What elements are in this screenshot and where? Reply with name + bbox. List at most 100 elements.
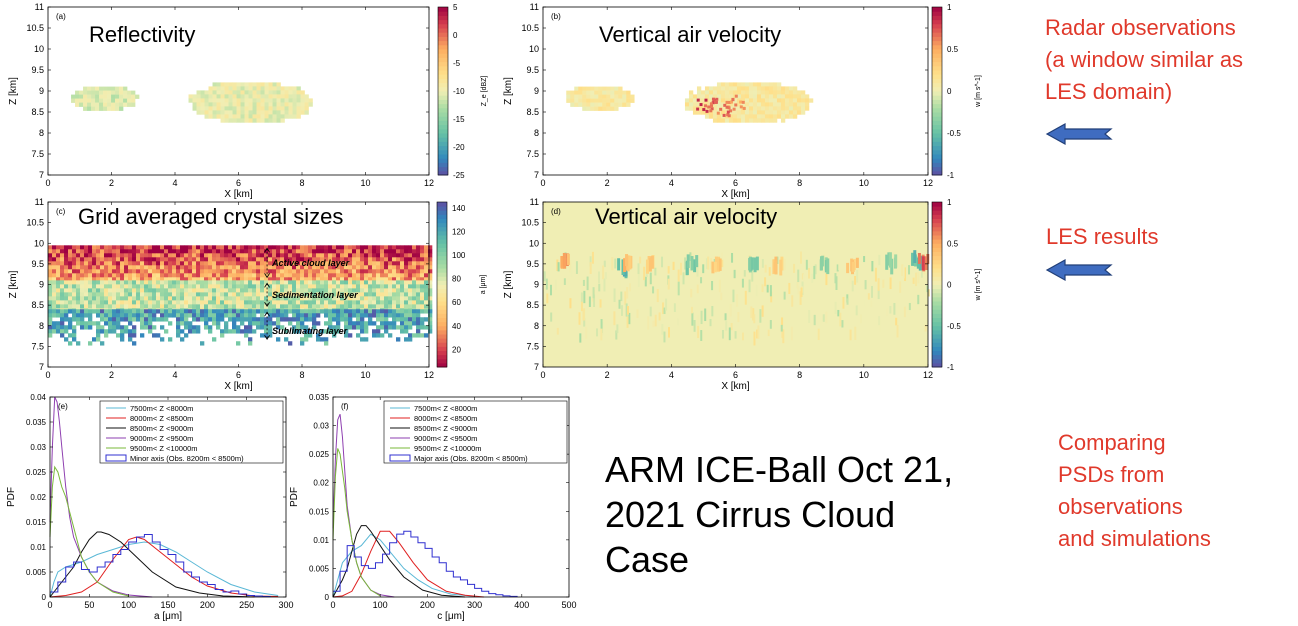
cloud-cell	[260, 102, 265, 107]
x-tick-label: 8	[299, 178, 304, 188]
colorbar-segment	[932, 149, 942, 155]
size-cell	[332, 273, 337, 278]
velocity-speckle	[591, 251, 594, 264]
size-cell	[308, 304, 313, 309]
size-cell	[228, 253, 233, 258]
colorbar-segment	[438, 57, 448, 63]
size-cell	[76, 296, 81, 301]
y-tick-label: 8	[534, 128, 539, 138]
size-cell	[72, 273, 77, 278]
size-cell	[320, 288, 325, 293]
size-cell	[392, 249, 397, 254]
size-cell	[204, 309, 209, 314]
size-cell	[292, 309, 297, 314]
size-cell	[140, 265, 145, 270]
size-cell	[128, 280, 133, 285]
size-cell	[120, 257, 125, 262]
size-cell	[104, 329, 109, 334]
size-cell	[92, 269, 97, 274]
size-cell	[92, 253, 97, 258]
size-cell	[152, 257, 157, 262]
size-cell	[148, 321, 153, 326]
cloud-cell	[764, 86, 770, 91]
cloud-cell	[244, 98, 249, 103]
size-cell	[52, 329, 57, 334]
velocity-feature	[779, 259, 783, 276]
cloud-cell	[256, 98, 261, 103]
size-cell	[268, 249, 273, 254]
size-cell	[424, 249, 429, 254]
cloud-cell	[204, 114, 209, 119]
size-cell	[208, 304, 213, 309]
velocity-speckle	[856, 270, 859, 283]
colorbar-segment	[437, 325, 447, 331]
colorbar-segment	[932, 214, 942, 219]
size-cell	[228, 313, 233, 318]
size-cell	[244, 257, 249, 262]
cloud-cell	[594, 98, 599, 103]
size-cell	[272, 253, 277, 258]
size-cell	[344, 280, 349, 285]
size-cell	[264, 296, 269, 301]
colorbar-segment	[438, 61, 448, 67]
size-cell	[364, 253, 369, 258]
size-cell	[124, 317, 129, 322]
size-cell	[156, 296, 161, 301]
size-cell	[60, 249, 65, 254]
size-cell	[380, 273, 385, 278]
size-cell	[60, 261, 65, 266]
cloud-cell	[598, 102, 603, 107]
colorbar-tick-label: -0.5	[947, 129, 961, 138]
size-cell	[392, 317, 397, 322]
size-cell	[316, 261, 321, 266]
cloud-cell	[288, 94, 293, 99]
size-cell	[384, 261, 389, 266]
colorbar-segment	[438, 78, 448, 84]
velocity-speckle	[709, 318, 712, 327]
size-cell	[168, 257, 173, 262]
size-cell	[408, 265, 413, 270]
cloud-cell	[696, 102, 702, 107]
cloud-cell	[744, 118, 750, 123]
size-cell	[180, 284, 185, 289]
size-cell	[136, 317, 141, 322]
size-cell	[280, 245, 285, 250]
size-cell	[292, 257, 297, 262]
velocity-feature	[888, 252, 892, 268]
size-cell	[412, 265, 417, 270]
velocity-speckle	[756, 329, 759, 339]
cloud-cell	[204, 94, 209, 99]
size-cell	[232, 300, 237, 305]
cloud-cell	[87, 102, 92, 107]
size-cell	[164, 265, 169, 270]
size-cell	[168, 269, 173, 274]
cloud-cell	[236, 82, 241, 87]
cloud-cell	[131, 102, 136, 107]
size-cell	[428, 292, 433, 297]
size-cell	[400, 288, 405, 293]
size-cell	[76, 309, 81, 314]
cloud-cell	[83, 90, 88, 95]
size-cell	[168, 304, 173, 309]
size-cell	[300, 249, 305, 254]
size-cell	[376, 333, 381, 338]
size-cell	[48, 321, 53, 326]
size-cell	[84, 284, 89, 289]
size-cell	[232, 288, 237, 293]
x-tick-label: 150	[160, 600, 175, 610]
size-cell	[300, 296, 305, 301]
colorbar-tick-label: -1	[947, 363, 955, 372]
velocity-speckle	[889, 305, 892, 314]
velocity-feature	[894, 254, 898, 268]
size-cell	[268, 265, 273, 270]
size-cell	[384, 313, 389, 318]
cloud-cell	[204, 102, 209, 107]
velocity-speckle	[690, 288, 693, 298]
size-cell	[160, 265, 165, 270]
cloud-cell	[107, 86, 112, 91]
size-cell	[124, 284, 129, 289]
size-cell	[152, 333, 157, 338]
size-cell	[256, 277, 261, 282]
size-cell	[384, 329, 389, 334]
cloud-cell	[280, 114, 285, 119]
